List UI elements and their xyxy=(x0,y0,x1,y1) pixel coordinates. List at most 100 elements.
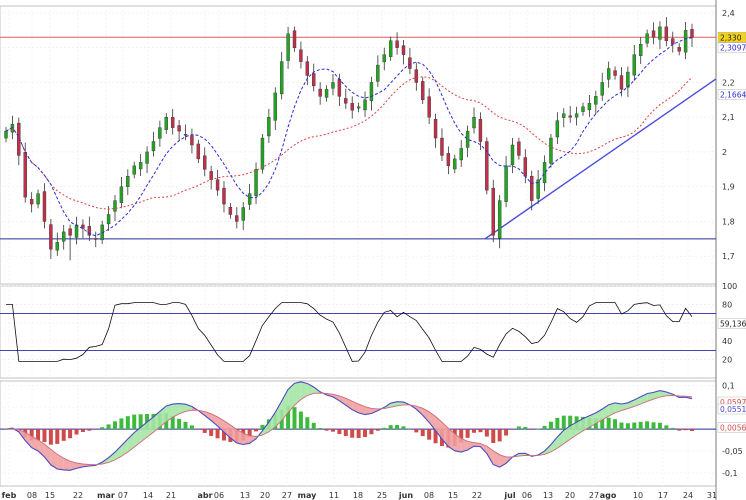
candle[interactable] xyxy=(510,144,515,166)
candle[interactable] xyxy=(542,162,547,184)
macd-histogram-bar[interactable] xyxy=(330,429,335,432)
candle[interactable] xyxy=(94,238,98,240)
candle[interactable] xyxy=(401,45,406,55)
candle[interactable] xyxy=(299,49,303,62)
candle[interactable] xyxy=(369,82,374,102)
macd-histogram-bar[interactable] xyxy=(651,422,656,430)
candle[interactable] xyxy=(337,79,342,97)
candle[interactable] xyxy=(491,187,495,236)
candle[interactable] xyxy=(312,73,316,87)
candle[interactable] xyxy=(247,193,252,205)
macd-histogram-bar[interactable] xyxy=(638,421,643,430)
candle[interactable] xyxy=(626,71,630,88)
macd-histogram-bar[interactable] xyxy=(516,426,521,430)
macd-histogram-bar[interactable] xyxy=(548,421,553,430)
candle[interactable] xyxy=(305,61,310,76)
macd-histogram-bar[interactable] xyxy=(401,426,406,430)
macd-histogram-bar[interactable] xyxy=(465,429,470,438)
macd-histogram-bar[interactable] xyxy=(209,429,214,436)
candle[interactable] xyxy=(690,29,694,38)
candle[interactable] xyxy=(209,171,213,180)
macd-histogram-bar[interactable] xyxy=(196,429,201,430)
candle[interactable] xyxy=(549,137,553,164)
macd-histogram-bar[interactable] xyxy=(138,414,143,430)
candle[interactable] xyxy=(382,54,386,63)
trendline[interactable] xyxy=(484,78,717,240)
candle[interactable] xyxy=(356,106,361,109)
candle[interactable] xyxy=(600,82,604,96)
macd-histogram-bar[interactable] xyxy=(55,429,60,444)
candle[interactable] xyxy=(536,179,540,199)
macd-histogram-bar[interactable] xyxy=(93,429,98,430)
macd-histogram-bar[interactable] xyxy=(61,429,66,441)
candle[interactable] xyxy=(453,158,457,170)
macd-histogram-bar[interactable] xyxy=(625,423,630,430)
candle[interactable] xyxy=(267,116,271,137)
candle[interactable] xyxy=(170,116,175,128)
candle[interactable] xyxy=(587,103,592,111)
candle[interactable] xyxy=(286,33,290,61)
macd-histogram-bar[interactable] xyxy=(119,418,124,430)
macd-histogram-bar[interactable] xyxy=(311,422,316,430)
candle[interactable] xyxy=(574,113,579,118)
candle[interactable] xyxy=(279,61,284,95)
candle[interactable] xyxy=(62,231,66,242)
macd-histogram-bar[interactable] xyxy=(395,425,400,430)
candle[interactable] xyxy=(203,155,207,170)
macd-histogram-bar[interactable] xyxy=(80,429,85,432)
candle[interactable] xyxy=(81,224,85,229)
macd-histogram-bar[interactable] xyxy=(388,425,393,430)
macd-histogram-bar[interactable] xyxy=(286,405,291,430)
macd-histogram-bar[interactable] xyxy=(555,417,560,430)
candle[interactable] xyxy=(42,191,47,222)
macd-histogram-bar[interactable] xyxy=(36,429,41,441)
candle[interactable] xyxy=(4,130,8,139)
candle[interactable] xyxy=(273,92,277,121)
candle[interactable] xyxy=(632,54,636,76)
candle[interactable] xyxy=(619,75,624,90)
macd-panel[interactable] xyxy=(0,381,716,471)
candle[interactable] xyxy=(581,106,585,112)
macd-histogram-bar[interactable] xyxy=(369,429,374,435)
candle[interactable] xyxy=(465,130,470,148)
macd-histogram-bar[interactable] xyxy=(106,424,111,430)
candle[interactable] xyxy=(222,187,226,205)
candle[interactable] xyxy=(36,193,40,205)
candle[interactable] xyxy=(126,176,130,187)
candle[interactable] xyxy=(29,199,34,205)
macd-histogram-bar[interactable] xyxy=(657,422,662,430)
candle[interactable] xyxy=(530,176,534,201)
candle[interactable] xyxy=(151,141,156,152)
candle[interactable] xyxy=(606,68,611,80)
macd-histogram-bar[interactable] xyxy=(324,429,329,431)
candle[interactable] xyxy=(421,81,425,101)
macd-histogram-bar[interactable] xyxy=(568,415,573,430)
macd-histogram-bar[interactable] xyxy=(433,429,438,444)
candle[interactable] xyxy=(228,207,233,215)
macd-histogram-bar[interactable] xyxy=(42,429,47,442)
candle[interactable] xyxy=(318,88,322,97)
candle[interactable] xyxy=(324,89,329,98)
candle[interactable] xyxy=(177,125,181,132)
candle[interactable] xyxy=(145,151,149,164)
macd-histogram-bar[interactable] xyxy=(645,421,650,430)
candle[interactable] xyxy=(164,116,168,130)
macd-histogram-bar[interactable] xyxy=(561,415,566,430)
macd-histogram-bar[interactable] xyxy=(542,425,547,430)
macd-histogram-bar[interactable] xyxy=(48,429,53,445)
macd-histogram-bar[interactable] xyxy=(337,429,342,434)
candle[interactable] xyxy=(68,228,72,236)
macd-histogram-bar[interactable] xyxy=(504,429,509,436)
macd-histogram-bar[interactable] xyxy=(318,427,323,430)
candle[interactable] xyxy=(677,47,681,52)
candle[interactable] xyxy=(215,179,220,191)
macd-histogram-bar[interactable] xyxy=(298,411,303,430)
macd-histogram-bar[interactable] xyxy=(619,422,624,430)
candle[interactable] xyxy=(440,137,444,156)
candle[interactable] xyxy=(658,26,662,40)
macd-histogram-bar[interactable] xyxy=(305,417,310,430)
candle[interactable] xyxy=(292,30,297,48)
candle[interactable] xyxy=(344,98,348,104)
macd-histogram-bar[interactable] xyxy=(68,429,73,439)
candle[interactable] xyxy=(568,115,572,118)
